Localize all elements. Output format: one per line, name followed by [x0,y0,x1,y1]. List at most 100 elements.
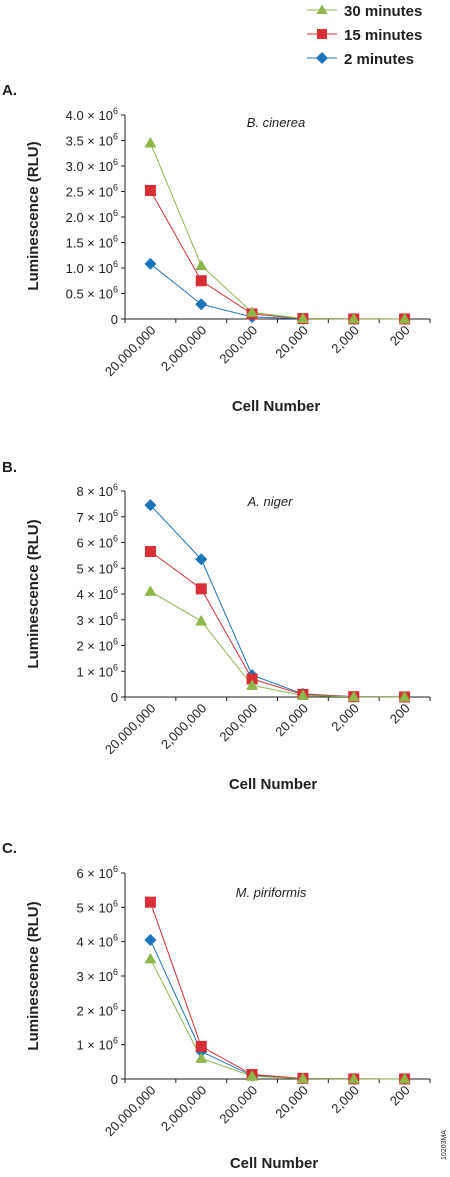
data-point-30-minutes [347,312,360,324]
y-tick-exponent: 6 [113,1036,118,1046]
y-tick-exponent: 6 [113,208,118,218]
series-line-15-minutes [149,190,405,320]
plot-area-a: 0 0.5 × 106 1.0 × 106 1.5 × 106 2.0 × 106 2.5… [66,106,431,380]
legend-marker-triangle [316,4,328,14]
panel-letter-a: A. [2,82,17,99]
data-point-2-minutes [144,499,157,512]
y-tick-label: 2.5 × 106 [66,183,118,200]
y-tick-label: 4 × 106 [76,585,118,602]
y-tick-exponent: 6 [113,559,118,569]
x-tick-label: 2,000,000 [158,323,210,375]
y-tick-exponent: 6 [113,967,118,977]
y-tick-exponent: 6 [113,285,118,295]
y-tick-exponent: 6 [113,898,118,908]
data-point-15-minutes [195,583,207,595]
y-tick-label: 2 × 106 [76,1001,118,1018]
y-tick-exponent: 6 [113,864,118,874]
y-tick-label: 1.0 × 106 [66,259,118,276]
data-point-30-minutes [246,679,259,690]
y-tick-label: 2 × 106 [76,637,118,654]
x-tick-label: 2,000,000 [158,1083,210,1135]
legend: 30 minutes 15 minutes 2 minutes [307,3,422,68]
y-tick-label: 1.5 × 106 [66,234,118,251]
y-tick-label: 5 × 106 [76,559,118,576]
chart-title-a: B. cinerea [247,115,306,130]
data-point-15-minutes [144,896,156,908]
y-tick-label: 3 × 106 [76,611,118,628]
data-point-15-minutes [195,1040,207,1052]
panel-letter-c: C. [2,840,17,857]
y-axis-title-c: Luminescence (RLU) [25,901,42,1050]
y-tick-label: 3.5 × 106 [66,132,118,149]
x-tick-label: 20,000 [272,701,311,740]
y-tick-exponent: 6 [113,637,118,647]
data-point-2-minutes [144,257,157,270]
data-point-2-minutes [195,298,208,311]
legend-marker-diamond [316,52,328,64]
data-point-30-minutes [296,689,309,700]
x-tick-label: 200,000 [216,1083,260,1127]
data-point-30-minutes [296,1072,309,1084]
chart-title-b: A. niger [247,494,293,509]
x-tick-label: 200 [387,701,413,727]
y-axis-title-a: Luminescence (RLU) [25,141,42,290]
x-tick-label: 200,000 [216,323,260,367]
data-point-15-minutes [144,546,156,558]
y-tick-label: 7 × 106 [76,508,118,525]
data-point-15-minutes [246,673,258,685]
data-point-30-minutes [398,690,411,702]
data-point-2-minutes [195,553,208,566]
y-axis-title-b: Luminescence (RLU) [25,519,42,668]
y-tick-exponent: 6 [113,1001,118,1011]
y-tick-label: 5 × 106 [76,898,118,915]
x-tick-label: 20,000 [272,1083,311,1122]
x-tick-label: 20,000,000 [102,701,159,758]
x-tick-label: 200,000 [216,701,260,745]
y-tick-exponent: 6 [113,534,118,544]
x-tick-label: 200 [387,1083,413,1109]
y-tick-exponent: 6 [113,106,118,116]
y-tick-exponent: 6 [113,234,118,244]
data-point-30-minutes [195,615,208,626]
x-tick-label: 2,000 [328,323,362,357]
legend-label-30-minutes: 30 minutes [344,3,422,20]
y-tick-label: 0.5 × 106 [66,285,118,302]
y-tick-exponent: 6 [113,157,118,167]
series-line-2-minutes [150,504,405,698]
plot-area-b: 0 1 × 106 2 × 106 3 × 106 4 × 106 5 × 106 6 × … [76,482,431,758]
y-tick-label: 4.0 × 106 [66,106,118,123]
y-tick-exponent: 6 [113,585,118,595]
x-axis-title-c: Cell Number [230,1155,319,1172]
legend-item-30-minutes: 30 minutes [307,3,422,20]
data-point-30-minutes [144,137,157,148]
x-axis-title-a: Cell Number [232,398,321,415]
y-tick-exponent: 6 [113,259,118,269]
legend-item-2-minutes: 2 minutes [307,51,414,68]
x-tick-label: 20,000,000 [102,1083,159,1140]
figure-code: 10203MA [441,1130,448,1160]
series-line-15-minutes [150,551,405,698]
y-tick-label: 4 × 106 [76,933,118,950]
x-tick-label: 200 [387,323,413,349]
y-tick-label: 6 × 106 [76,864,118,881]
x-axis-title-b: Cell Number [229,776,318,793]
series-line-15-minutes [149,902,405,1080]
y-tick-label: 1 × 106 [76,662,118,679]
legend-item-15-minutes: 15 minutes [307,27,422,44]
y-tick-label: 2.0 × 106 [66,208,118,225]
series-line-30-minutes [149,958,405,1080]
data-point-30-minutes [398,312,411,324]
chart-panel-a: A. B. cinerea Luminescence (RLU) Cell Nu… [2,82,431,415]
y-tick-label: 0 [111,1072,118,1087]
x-tick-label: 20,000,000 [102,323,159,380]
data-point-30-minutes [398,1072,411,1084]
x-tick-label: 2,000 [328,701,362,735]
data-point-15-minutes [144,184,156,196]
y-tick-label: 0 [111,312,118,327]
legend-marker-square [317,29,327,39]
data-point-30-minutes [144,952,157,964]
y-tick-exponent: 6 [113,611,118,621]
chart-panel-c: C. M. piriformis Luminescence (RLU) Cell… [2,840,431,1172]
y-tick-label: 6 × 106 [76,534,118,551]
